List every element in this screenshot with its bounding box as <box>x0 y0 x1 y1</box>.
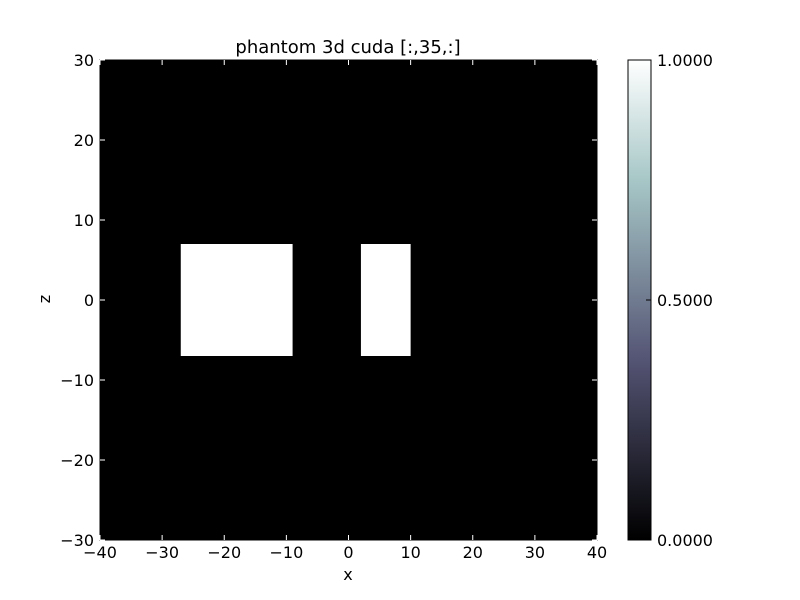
x-tick-label: 30 <box>525 543 545 562</box>
x-axis-ticks: −40 −30 −20 −10 0 10 20 30 40 <box>83 60 607 562</box>
y-tick-label: −10 <box>60 371 94 390</box>
x-tick-label: 20 <box>463 543 483 562</box>
heatmap-region-2 <box>360 244 411 356</box>
y-tick-label: 0 <box>84 291 94 310</box>
x-tick-label: −20 <box>207 543 241 562</box>
colorbar-ticks: 0.0000 0.5000 1.0000 <box>646 51 713 550</box>
x-tick-label: 0 <box>343 543 353 562</box>
chart-title: phantom 3d cuda [:,35,:] <box>235 37 460 58</box>
colorbar: 0.0000 0.5000 1.0000 <box>627 51 713 550</box>
y-tick-label: 20 <box>74 131 94 150</box>
y-axis-label: z <box>35 295 54 303</box>
x-tick-label: −30 <box>145 543 179 562</box>
y-tick-label: −30 <box>60 531 94 550</box>
colorbar-tick-label: 1.0000 <box>657 51 713 70</box>
y-axis-ticks: −30 −20 −10 0 10 20 30 <box>60 51 597 550</box>
x-tick-label: −40 <box>83 543 117 562</box>
heatmap-regions <box>180 244 411 356</box>
plot-area <box>99 59 598 541</box>
x-tick-label: 40 <box>587 543 607 562</box>
heatmap-region-1 <box>180 244 293 356</box>
y-tick-label: −20 <box>60 451 94 470</box>
x-tick-label: −10 <box>269 543 303 562</box>
x-axis-label: x <box>343 565 352 584</box>
colorbar-tick-label: 0.5000 <box>657 291 713 310</box>
colorbar-tick-label: 0.0000 <box>657 531 713 550</box>
x-tick-label: 10 <box>400 543 420 562</box>
y-tick-label: 10 <box>74 211 94 230</box>
y-tick-label: 30 <box>74 51 94 70</box>
heatmap-background <box>100 60 597 540</box>
